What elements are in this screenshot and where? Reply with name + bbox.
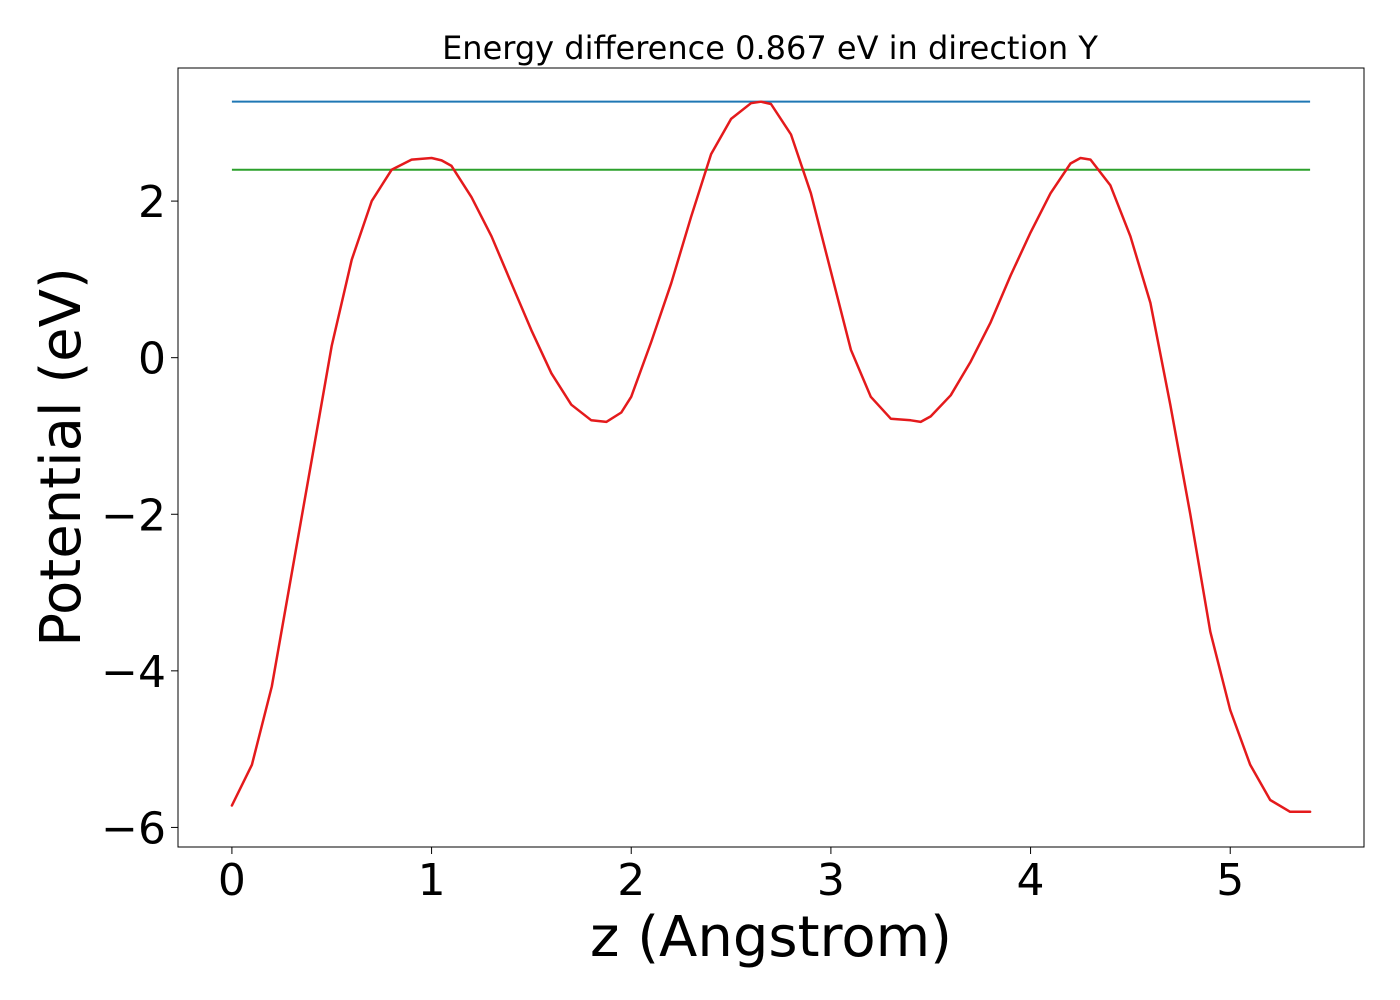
y-axis-title: Potential (eV)	[29, 267, 94, 647]
chart-title: Energy difference 0.867 eV in direction …	[442, 29, 1098, 67]
y-tick-label: −4	[101, 647, 166, 698]
x-tick-label: 0	[218, 855, 246, 906]
x-tick-label: 4	[1017, 855, 1045, 906]
potential-curve	[230, 100, 1312, 814]
y-tick-label: −6	[101, 803, 166, 854]
x-tick-label: 2	[617, 855, 645, 906]
x-axis-title: z (Angstrom)	[590, 905, 952, 970]
x-tick-label: 5	[1216, 855, 1244, 906]
plot-area	[230, 100, 1312, 814]
y-tick-label: 0	[138, 334, 166, 385]
x-tick-label: 3	[817, 855, 845, 906]
y-tick-label: −2	[101, 490, 166, 541]
y-tick-label: 2	[138, 177, 166, 228]
x-axis: 0 1 2 3 4 5	[218, 847, 1244, 906]
y-axis: −6 −4 −2 0 2	[101, 177, 178, 854]
axes-frame	[177, 67, 1365, 848]
x-tick-label: 1	[418, 855, 446, 906]
